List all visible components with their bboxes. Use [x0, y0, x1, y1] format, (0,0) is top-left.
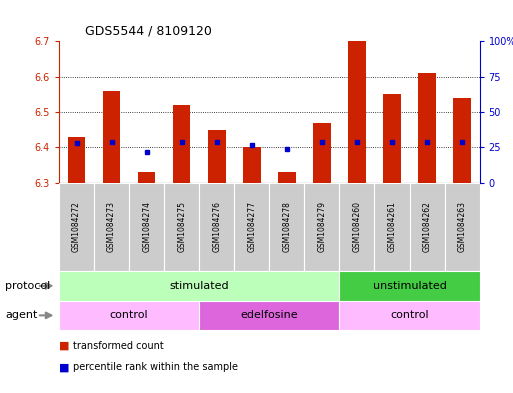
- Bar: [383, 94, 401, 183]
- Text: GSM1084278: GSM1084278: [282, 202, 291, 252]
- Bar: [103, 91, 121, 183]
- Text: GSM1084262: GSM1084262: [423, 202, 431, 252]
- Bar: [199, 301, 340, 330]
- Bar: [340, 271, 480, 301]
- Bar: [208, 130, 226, 183]
- Bar: [243, 147, 261, 183]
- Text: GSM1084277: GSM1084277: [247, 202, 256, 252]
- Bar: [164, 183, 199, 271]
- Bar: [304, 183, 340, 271]
- Bar: [340, 183, 374, 271]
- Text: edelfosine: edelfosine: [241, 310, 298, 320]
- Text: GSM1084263: GSM1084263: [458, 202, 467, 252]
- Text: ■: ■: [59, 341, 69, 351]
- Bar: [418, 73, 436, 183]
- Bar: [269, 183, 304, 271]
- Text: protocol: protocol: [5, 281, 50, 291]
- Text: ■: ■: [59, 362, 69, 373]
- Bar: [374, 183, 409, 271]
- Text: GSM1084261: GSM1084261: [387, 202, 397, 252]
- Bar: [340, 301, 480, 330]
- Bar: [59, 301, 199, 330]
- Bar: [348, 41, 366, 183]
- Bar: [59, 183, 94, 271]
- Bar: [68, 137, 85, 183]
- Bar: [453, 98, 471, 183]
- Bar: [129, 183, 164, 271]
- Text: GSM1084279: GSM1084279: [318, 202, 326, 252]
- Text: transformed count: transformed count: [73, 341, 164, 351]
- Text: GDS5544 / 8109120: GDS5544 / 8109120: [85, 24, 211, 37]
- Bar: [278, 172, 295, 183]
- Bar: [409, 183, 445, 271]
- Bar: [445, 183, 480, 271]
- Bar: [59, 271, 340, 301]
- Text: GSM1084274: GSM1084274: [142, 202, 151, 252]
- Text: GSM1084260: GSM1084260: [352, 202, 362, 252]
- Bar: [199, 183, 234, 271]
- Bar: [94, 183, 129, 271]
- Bar: [173, 105, 190, 183]
- Text: GSM1084272: GSM1084272: [72, 202, 81, 252]
- Bar: [138, 172, 155, 183]
- Text: percentile rank within the sample: percentile rank within the sample: [73, 362, 239, 373]
- Bar: [313, 123, 331, 183]
- Text: GSM1084273: GSM1084273: [107, 202, 116, 252]
- Bar: [234, 183, 269, 271]
- Text: control: control: [110, 310, 148, 320]
- Text: agent: agent: [5, 310, 37, 320]
- Text: GSM1084276: GSM1084276: [212, 202, 221, 252]
- Text: stimulated: stimulated: [169, 281, 229, 291]
- Text: GSM1084275: GSM1084275: [177, 202, 186, 252]
- Text: control: control: [390, 310, 429, 320]
- Text: unstimulated: unstimulated: [372, 281, 446, 291]
